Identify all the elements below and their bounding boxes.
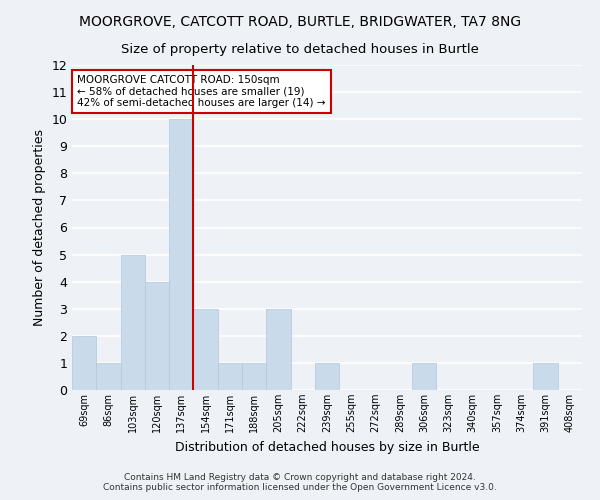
Text: MOORGROVE CATCOTT ROAD: 150sqm
← 58% of detached houses are smaller (19)
42% of : MOORGROVE CATCOTT ROAD: 150sqm ← 58% of …: [77, 74, 326, 108]
Bar: [242, 363, 266, 390]
Bar: [533, 363, 558, 390]
Bar: [145, 282, 169, 390]
Text: Contains HM Land Registry data © Crown copyright and database right 2024.
Contai: Contains HM Land Registry data © Crown c…: [103, 473, 497, 492]
Bar: [72, 336, 96, 390]
Text: Size of property relative to detached houses in Burtle: Size of property relative to detached ho…: [121, 42, 479, 56]
Bar: [121, 254, 145, 390]
Text: MOORGROVE, CATCOTT ROAD, BURTLE, BRIDGWATER, TA7 8NG: MOORGROVE, CATCOTT ROAD, BURTLE, BRIDGWA…: [79, 15, 521, 29]
Bar: [412, 363, 436, 390]
Bar: [218, 363, 242, 390]
X-axis label: Distribution of detached houses by size in Burtle: Distribution of detached houses by size …: [175, 440, 479, 454]
Bar: [193, 308, 218, 390]
Bar: [169, 119, 193, 390]
Bar: [266, 308, 290, 390]
Bar: [96, 363, 121, 390]
Y-axis label: Number of detached properties: Number of detached properties: [33, 129, 46, 326]
Bar: [315, 363, 339, 390]
